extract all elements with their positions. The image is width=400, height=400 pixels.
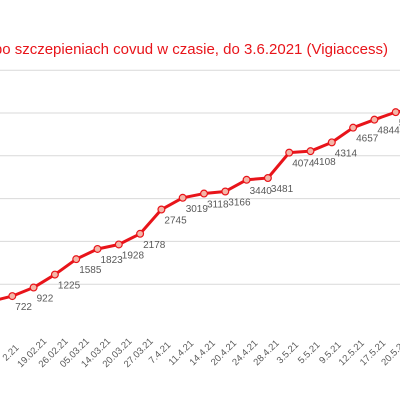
data-point [178, 193, 187, 202]
data-point [285, 148, 294, 157]
data-point [306, 147, 315, 156]
data-point [114, 240, 123, 249]
data-label: 1585 [79, 265, 102, 276]
x-tick-label: 5.5.21 [296, 340, 322, 366]
data-point [136, 229, 145, 238]
data-label: 4108 [314, 157, 337, 168]
data-label: 3019 [186, 204, 209, 215]
data-point [242, 175, 251, 184]
data-label: 4844 [377, 126, 400, 137]
data-point [29, 283, 38, 292]
data-point [72, 255, 81, 264]
chart-title: Zgony po szczepieniach covud w czasie, d… [0, 41, 388, 58]
data-point [391, 108, 400, 117]
data-label: 1928 [122, 250, 145, 261]
data-point [157, 205, 166, 214]
gridlines [0, 69, 400, 285]
data-label: 2745 [164, 216, 187, 227]
data-point [8, 292, 17, 301]
data-label: 3118 [207, 200, 229, 211]
data-label: 4314 [335, 148, 358, 159]
data-point [200, 189, 209, 198]
data-label: 922 [37, 294, 54, 305]
data-label: 3481 [271, 184, 294, 195]
data-label: 722 [15, 302, 32, 313]
data-label: 4074 [292, 159, 315, 170]
data-point [370, 115, 379, 124]
x-axis-tick-labels: 2.2119.02.2126.02.2105.03.2114.03.2120.0… [1, 336, 400, 370]
data-point [93, 244, 102, 253]
data-label: 3440 [250, 186, 273, 197]
data-point [349, 123, 358, 132]
data-point [327, 138, 336, 147]
data-point [50, 270, 59, 279]
data-label: 3166 [228, 197, 251, 208]
data-label: 2178 [143, 240, 166, 251]
data-point [263, 174, 272, 183]
data-label: 4657 [356, 134, 379, 145]
data-point [221, 187, 230, 196]
data-label: 502 [399, 118, 400, 129]
data-markers [8, 108, 400, 301]
data-label: 1225 [58, 281, 81, 292]
data-label: 1823 [101, 255, 124, 266]
